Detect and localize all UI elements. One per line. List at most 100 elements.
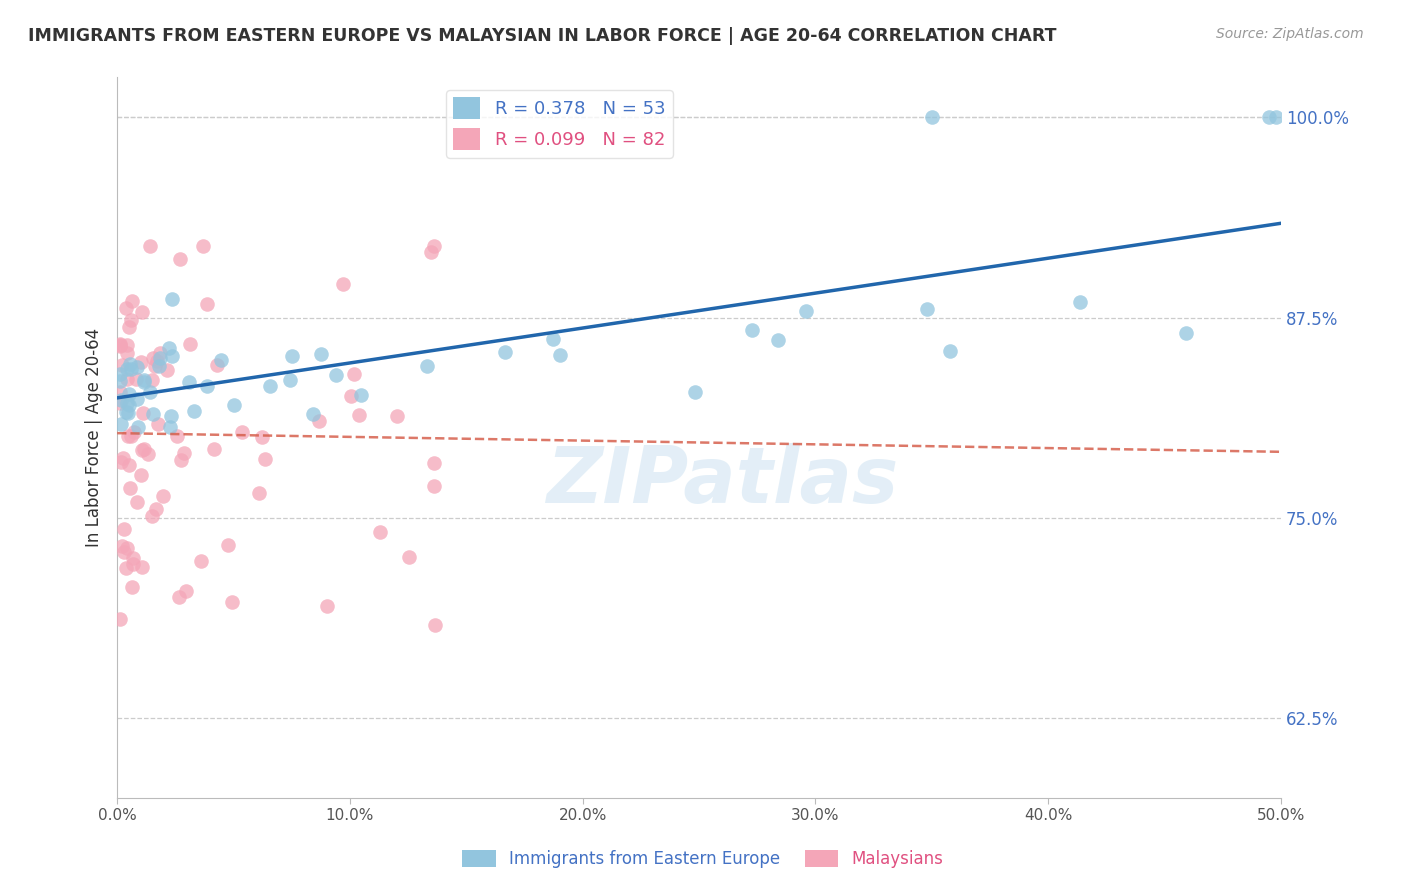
Point: [110, 385, 132, 400]
Point: [170, 452, 193, 467]
Point: [148, 359, 170, 374]
Point: [183, 404, 205, 418]
Point: [118, 319, 141, 334]
Point: [917, 301, 939, 316]
Point: [281, 349, 304, 363]
Point: [121, 293, 143, 308]
Text: Source: ZipAtlas.com: Source: ZipAtlas.com: [1216, 27, 1364, 41]
Point: [156, 363, 179, 377]
Point: [250, 430, 273, 444]
Point: [221, 595, 243, 609]
Point: [162, 349, 184, 363]
Point: [110, 392, 132, 407]
Point: [350, 388, 373, 402]
Point: [120, 362, 142, 376]
Point: [127, 420, 149, 434]
Point: [148, 417, 170, 431]
Point: [131, 560, 153, 574]
Point: [217, 538, 239, 552]
Point: [127, 359, 149, 374]
Point: [141, 373, 163, 387]
Point: [315, 599, 337, 613]
Point: [416, 359, 439, 373]
Legend: Immigrants from Eastern Europe, Malaysians: Immigrants from Eastern Europe, Malaysia…: [456, 843, 950, 875]
Point: [108, 612, 131, 626]
Point: [166, 429, 188, 443]
Point: [115, 372, 138, 386]
Point: [120, 428, 142, 442]
Point: [231, 425, 253, 439]
Point: [169, 252, 191, 266]
Point: [110, 417, 132, 432]
Point: [423, 238, 446, 252]
Point: [138, 446, 160, 460]
Point: [115, 301, 138, 315]
Text: ZIPatlas: ZIPatlas: [546, 443, 898, 519]
Text: IMMIGRANTS FROM EASTERN EUROPE VS MALAYSIAN IN LABOR FORCE | AGE 20-64 CORRELATI: IMMIGRANTS FROM EASTERN EUROPE VS MALAYS…: [28, 27, 1057, 45]
Point: [167, 591, 190, 605]
Point: [142, 351, 165, 365]
Point: [423, 618, 446, 632]
Point: [247, 485, 270, 500]
Point: [548, 348, 571, 362]
Point: [117, 429, 139, 443]
Point: [173, 446, 195, 460]
Point: [145, 501, 167, 516]
Point: [120, 357, 142, 371]
Point: [148, 346, 170, 360]
Point: [108, 395, 131, 409]
Y-axis label: In Labor Force | Age 20-64: In Labor Force | Age 20-64: [86, 328, 103, 548]
Point: [278, 373, 301, 387]
Point: [1258, 111, 1281, 125]
Point: [118, 398, 141, 412]
Point: [157, 341, 180, 355]
Point: [921, 111, 943, 125]
Point: [190, 553, 212, 567]
Point: [134, 376, 156, 390]
Point: [125, 372, 148, 386]
Point: [118, 387, 141, 401]
Point: [118, 481, 141, 495]
Point: [111, 450, 134, 465]
Point: [494, 345, 516, 359]
Point: [191, 238, 214, 252]
Point: [423, 456, 446, 470]
Point: [224, 398, 246, 412]
Point: [117, 458, 139, 473]
Point: [120, 313, 142, 327]
Point: [174, 583, 197, 598]
Point: [122, 550, 145, 565]
Point: [152, 489, 174, 503]
Point: [132, 442, 155, 457]
Point: [177, 375, 200, 389]
Point: [143, 359, 166, 373]
Point: [202, 442, 225, 456]
Point: [129, 468, 152, 483]
Point: [112, 523, 135, 537]
Point: [1069, 294, 1091, 309]
Point: [111, 539, 134, 553]
Point: [129, 355, 152, 369]
Point: [340, 389, 363, 403]
Point: [302, 407, 325, 421]
Point: [131, 305, 153, 319]
Point: [205, 359, 228, 373]
Point: [115, 345, 138, 359]
Point: [141, 508, 163, 523]
Point: [349, 408, 371, 422]
Point: [115, 561, 138, 575]
Point: [139, 385, 162, 400]
Point: [159, 420, 181, 434]
Point: [385, 409, 408, 423]
Point: [108, 337, 131, 351]
Point: [108, 336, 131, 351]
Point: [112, 545, 135, 559]
Point: [117, 541, 139, 555]
Point: [368, 524, 391, 539]
Point: [254, 452, 277, 467]
Point: [398, 550, 420, 565]
Point: [741, 323, 763, 337]
Point: [209, 352, 232, 367]
Point: [309, 347, 332, 361]
Point: [125, 494, 148, 508]
